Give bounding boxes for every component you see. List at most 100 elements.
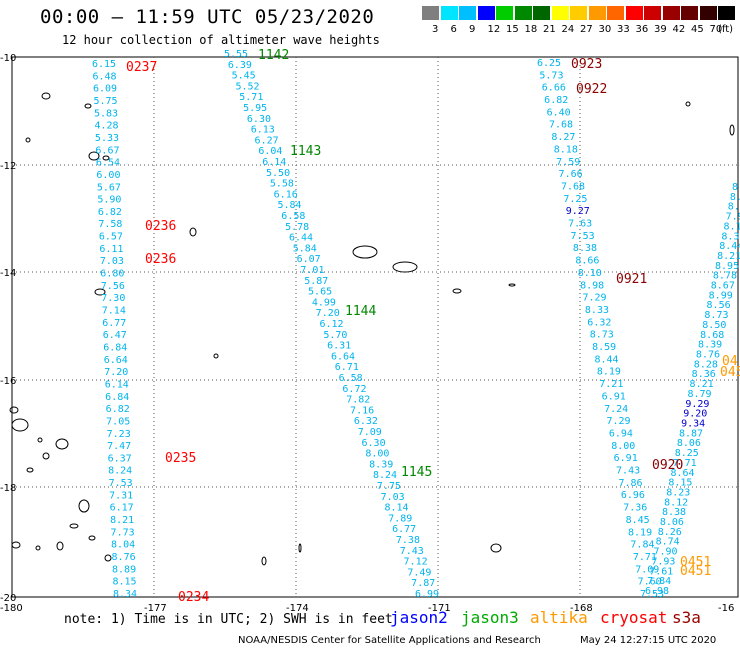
x-tick-label: -171 (428, 603, 451, 614)
swh-value: 6.39 (228, 60, 252, 71)
swh-value: 7.60 (638, 577, 662, 588)
legend-swatch (644, 6, 661, 20)
swh-value: 7.71 (633, 552, 657, 563)
swh-value: 8.24 (373, 470, 397, 481)
swh-value: 6.17 (110, 503, 134, 514)
time-label: 0237 (126, 60, 157, 75)
time-label: 0451 (680, 564, 711, 579)
swh-value: 6.77 (102, 318, 126, 329)
swh-value: 7.47 (107, 441, 131, 452)
swh-value: 8.89 (112, 564, 136, 575)
swh-value: 8.26 (658, 527, 682, 538)
swh-value: 8.21 (110, 515, 134, 526)
time-label: 0922 (576, 82, 607, 97)
legend-swatch (551, 6, 569, 20)
legend-swatch (662, 6, 680, 20)
swh-value: 7.05 (106, 416, 130, 427)
island-outline (490, 543, 502, 553)
swh-value: 6.07 (297, 254, 321, 265)
swh-value: 6.82 (98, 207, 122, 218)
swh-value: 5.73 (539, 70, 563, 81)
satellite-jason2: jason2 (390, 608, 448, 627)
legend-label: 15 (506, 24, 519, 35)
swh-value: 9.20 (683, 409, 707, 420)
island-outline (69, 523, 79, 529)
swh-value: 8.39 (369, 459, 393, 470)
island-outline (213, 353, 219, 359)
swh-value: 6.15 (92, 59, 116, 70)
swh-value: 8.28 (694, 359, 718, 370)
swh-value: 4.99 (312, 297, 336, 308)
swh-value: 7.12 (404, 557, 428, 568)
swh-value: 7.43 (616, 466, 640, 477)
swh-value: 7.36 (623, 503, 647, 514)
legend-swatch (570, 6, 587, 20)
swh-value: 8.10 (578, 268, 602, 279)
swh-value: 6.30 (362, 438, 386, 449)
time-label: 0451 (680, 555, 711, 570)
swh-value: 5.95 (243, 103, 267, 114)
swh-value: 8.66 (575, 256, 599, 267)
swh-value: 8.38 (662, 507, 686, 518)
island-outline (298, 543, 302, 553)
swh-value: 6.94 (609, 428, 633, 439)
legend-swatch (514, 6, 532, 20)
swh-value: 7.16 (350, 405, 374, 416)
time-label: 1144 (345, 304, 376, 319)
legend-swatch (440, 6, 458, 20)
swh-value: 8.98 (580, 280, 604, 291)
island-outline (352, 245, 378, 259)
swh-value: 5.58 (270, 179, 294, 190)
swh-value: 7.31 (109, 490, 133, 501)
legend-swatch (459, 6, 476, 20)
time-label: 0235 (165, 451, 196, 466)
swh-value: 7.84 (647, 576, 671, 587)
x-tick-label: -16 (718, 603, 734, 614)
swh-value: 6.77 (392, 524, 416, 535)
swh-value: 8.33 (585, 305, 609, 316)
swh-value: 6.32 (587, 317, 611, 328)
y-tick-label: -16 (0, 376, 16, 387)
legend-label: 70 (709, 24, 723, 35)
legend-label: 45 (691, 24, 704, 35)
x-tick-label: -174 (286, 603, 309, 614)
swh-value: 8.50 (702, 320, 726, 331)
swh-value: 6.91 (602, 391, 626, 402)
swh-value: 5.70 (323, 330, 347, 341)
swh-value: 6.82 (106, 404, 130, 415)
legend-swatch (496, 6, 513, 20)
swh-value: 8.06 (660, 517, 684, 528)
swh-value: 6.48 (92, 71, 116, 82)
swh-value: 6.54 (96, 158, 120, 169)
swh-value: 7.20 (104, 367, 128, 378)
swh-value: 6.96 (621, 490, 645, 501)
swh-value: 8.15 (728, 202, 740, 213)
swh-value: 8.73 (590, 330, 614, 341)
island-outline (11, 541, 21, 549)
swh-value: 8.02 (732, 182, 740, 193)
time-label: 0921 (616, 272, 647, 287)
y-tick-label: -14 (0, 268, 16, 279)
swh-value: 8.44 (719, 241, 740, 252)
swh-value: 8.38 (573, 243, 597, 254)
swh-value: 8.15 (113, 577, 137, 588)
swh-value: 8.44 (594, 354, 618, 365)
swh-value: 7.92 (726, 212, 740, 223)
swh-value: 8.39 (721, 231, 740, 242)
swh-value: 6.58 (281, 211, 305, 222)
legend-label: 42 (672, 24, 686, 35)
swh-value: 6.58 (339, 373, 363, 384)
legend-swatch (718, 6, 735, 20)
swh-value: 6.12 (320, 319, 344, 330)
swh-value: 6.11 (99, 244, 123, 255)
swh-value: 6.44 (289, 233, 313, 244)
time-label: 045 (720, 365, 740, 380)
swh-value: 6.40 (547, 107, 571, 118)
y-tick-label: -12 (0, 161, 16, 172)
island-outline (508, 283, 516, 287)
swh-value: 6.30 (247, 114, 271, 125)
island-outline (104, 554, 112, 562)
swh-value: 7.43 (400, 546, 424, 557)
time-label: 04 (722, 354, 738, 369)
swh-value: 7.56 (101, 281, 125, 292)
